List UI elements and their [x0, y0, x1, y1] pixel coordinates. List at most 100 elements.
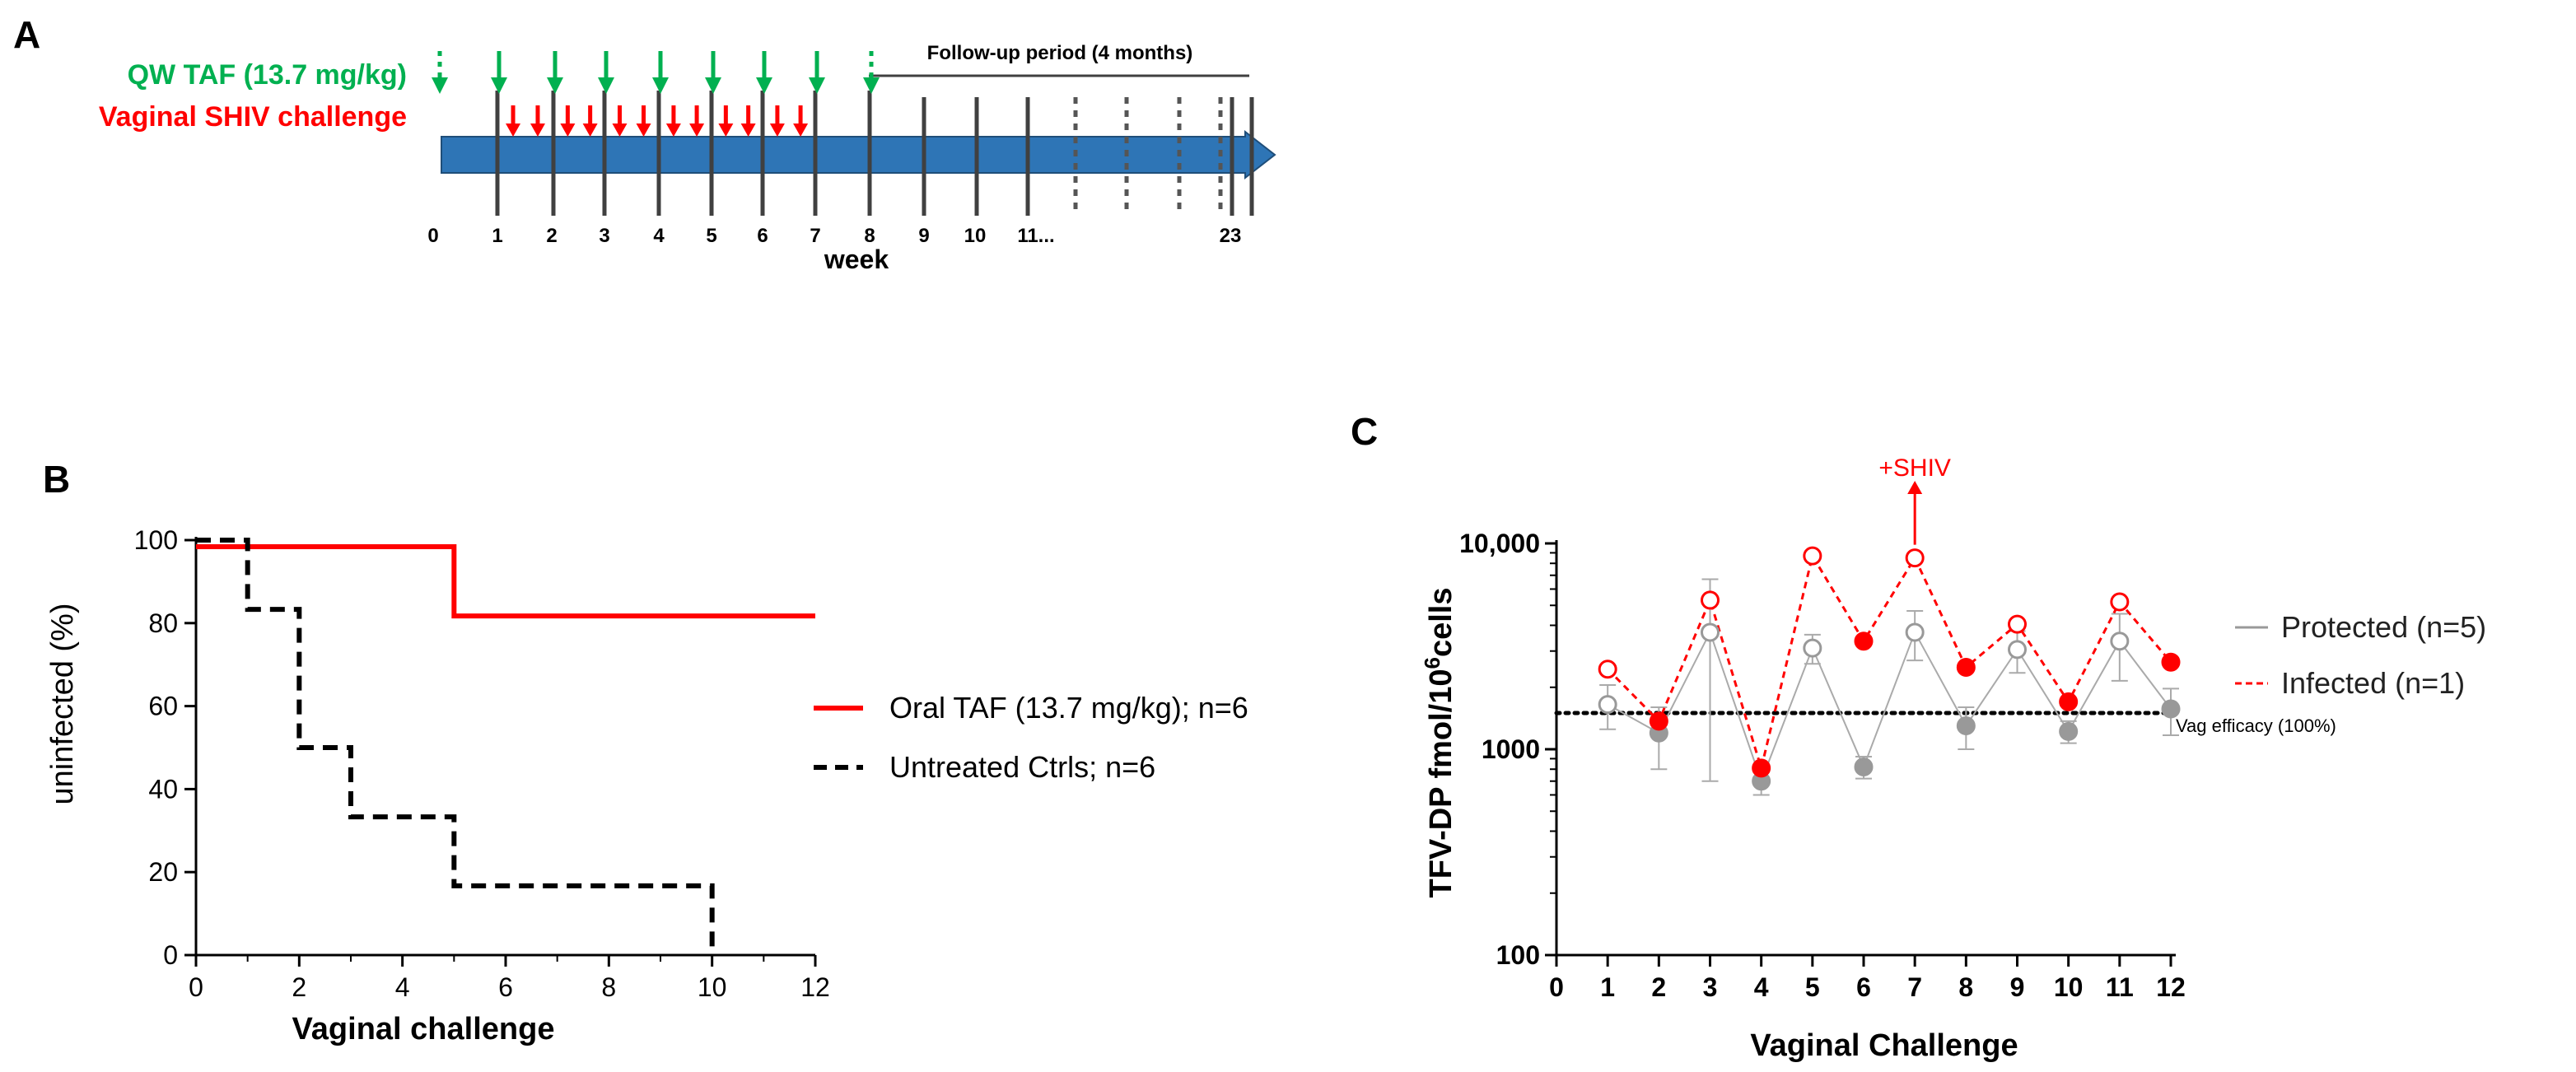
c-x-tick-label: 7 [1907, 972, 1922, 1002]
c-x-tick-label: 10 [2054, 972, 2084, 1002]
week-tick-label: 3 [599, 225, 609, 247]
dose-arrow [705, 51, 721, 94]
b-x-tick-label: 0 [189, 972, 203, 1002]
week-tick-label: 7 [810, 225, 820, 247]
dose-label: QW TAF (13.7 mg/kg) [128, 59, 407, 91]
challenge-arrow [530, 105, 545, 137]
c-x-axis-label: Vaginal Challenge [1750, 1028, 2018, 1063]
b-y-tick-label: 0 [163, 940, 178, 970]
dose-arrow [863, 51, 880, 94]
b-x-tick-label: 12 [800, 972, 830, 1002]
dose-arrow [547, 51, 563, 94]
b-y-tick-label: 60 [148, 692, 178, 721]
dose-arrow [598, 51, 614, 94]
c-infected-line [1607, 552, 2172, 773]
week-markers [495, 91, 1254, 216]
panel-b-letter: B [43, 458, 70, 501]
challenge-arrow [506, 105, 521, 137]
c-infected-point [2008, 614, 2027, 634]
c-reference-label: Vag efficacy (100%) [2176, 715, 2336, 736]
c-infected-point [1854, 632, 1874, 651]
c-x-tick-label: 11 [2106, 972, 2134, 1002]
c-protected-point [2059, 721, 2079, 741]
week-tick-label: 5 [706, 225, 716, 247]
c-infected-point [1649, 711, 1668, 731]
b-y-tick-label: 20 [148, 857, 178, 887]
week-tick-label: 4 [653, 225, 665, 247]
c-infected-point [1752, 758, 1771, 778]
c-x-tick-label: 6 [1856, 972, 1871, 1002]
c-x-tick-label: 9 [2010, 972, 2025, 1002]
b-y-axis-label: uninfected (%) [45, 603, 80, 804]
dose-arrow [432, 51, 448, 94]
c-infected-point [1956, 658, 1976, 678]
challenge-arrow [665, 105, 681, 137]
b-series [196, 538, 815, 955]
week-tick-label: 6 [757, 225, 768, 247]
c-x-tick-label: 4 [1754, 972, 1769, 1002]
week-tick-labels: 0 1 2 3 4 5 6 7 8 9 10 11... 23 [427, 225, 1241, 247]
b-y-tick-label: 100 [134, 525, 178, 555]
dose-arrows [432, 51, 880, 94]
c-y-tick-label: 100 [1496, 940, 1540, 970]
c-protected-point [1956, 716, 1976, 736]
challenge-arrow [740, 105, 756, 137]
c-protected-errorbar [1701, 578, 1719, 782]
week-tick-label: 0 [427, 225, 438, 247]
c-protected-point [1905, 622, 1925, 642]
b-y-tick-label: 80 [148, 608, 178, 638]
c-protected-point [1598, 695, 1617, 715]
timeline-arrow [441, 129, 1276, 180]
c-protected-point [1854, 757, 1874, 777]
c-x-tick-label: 1 [1600, 972, 1615, 1002]
c-y-axis-label: TFV-DP fmol/106cells [1420, 587, 1458, 897]
panel-c-letter: C [1351, 410, 1378, 453]
week-tick-label: 1 [492, 225, 502, 247]
c-protected-point [2161, 699, 2181, 719]
panel-b-survival-chart: B 0 2 4 6 8 10 12 0 20 40 60 80 100 Vaginal challeng… [43, 458, 1248, 1046]
c-infected-point [1905, 548, 1925, 568]
c-infected-point [1701, 590, 1720, 610]
b-series-line-taf [196, 544, 815, 619]
challenge-arrows [506, 105, 809, 137]
c-protected-line [1607, 630, 2172, 784]
b-x-tick-label: 6 [498, 972, 513, 1002]
b-x-tick-label: 2 [292, 972, 306, 1002]
c-infected-point [1598, 660, 1617, 679]
week-tick-label: 2 [546, 225, 557, 247]
dose-arrow [491, 51, 507, 94]
week-tick-label: 10 [964, 225, 987, 247]
challenge-arrow [636, 105, 651, 137]
b-x-tick-label: 8 [601, 972, 616, 1002]
c-protected-point [2110, 632, 2130, 651]
week-tick-label: 23 [1220, 225, 1242, 247]
challenge-arrow [689, 105, 705, 137]
c-infected-point [2059, 692, 2079, 711]
c-infected-point [2161, 652, 2181, 672]
c-legend: Protected (n=5) Infected (n=1) [2235, 610, 2486, 700]
dose-arrow [652, 51, 669, 94]
c-series [1598, 546, 2181, 796]
followup-label: Follow-up period (4 months) [927, 42, 1193, 64]
c-x-tick-label: 12 [2156, 972, 2186, 1002]
b-legend-label-taf: Oral TAF (13.7 mg/kg); n=6 [889, 691, 1248, 725]
c-reference-line: Vag efficacy (100%) [1554, 711, 2336, 736]
b-legend: Oral TAF (13.7 mg/kg); n=6 Untreated Ctr… [814, 691, 1248, 784]
b-x-axis-label: Vaginal challenge [292, 1012, 555, 1046]
challenge-label: Vaginal SHIV challenge [99, 101, 407, 133]
c-infected-point [2110, 592, 2130, 612]
c-shiv-arrow-head [1907, 481, 1923, 494]
c-shiv-annotation: +SHIV [1878, 454, 1951, 545]
c-x-tick-label: 3 [1703, 972, 1718, 1002]
c-x-tick-label: 0 [1549, 972, 1564, 1002]
b-legend-label-ctrl: Untreated Ctrls; n=6 [889, 750, 1155, 784]
c-protected-point [1803, 638, 1822, 658]
challenge-arrow [718, 105, 734, 137]
c-legend-label-infected: Infected (n=1) [2281, 666, 2465, 700]
c-infected-point [1803, 546, 1822, 566]
week-axis-label: week [824, 245, 889, 274]
panel-a-timeline: A QW TAF (13.7 mg/kg) Vaginal SHIV chall… [13, 13, 1276, 274]
